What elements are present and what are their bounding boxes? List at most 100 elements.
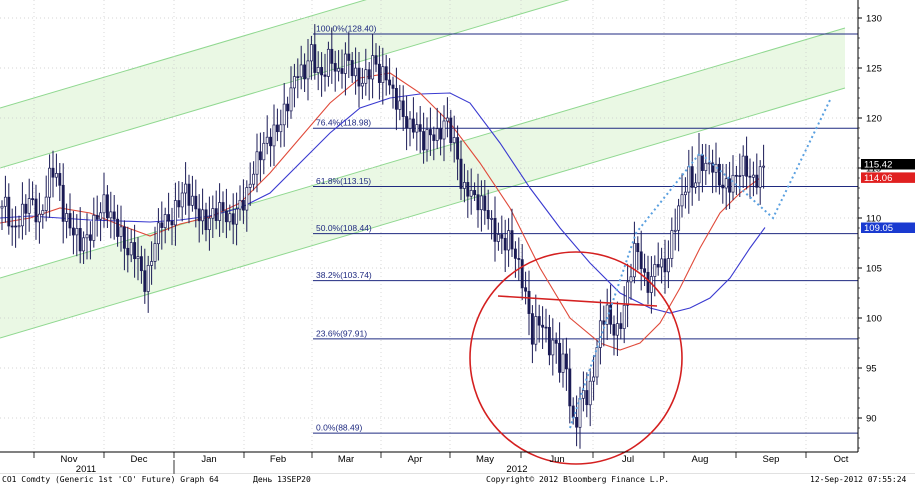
candle-body [262, 142, 266, 161]
candle-body [354, 67, 358, 77]
x-tick-label: Oct [834, 454, 849, 465]
candle-body [224, 210, 228, 223]
candle-body [102, 194, 106, 214]
candle-body [755, 174, 759, 188]
candle-body [503, 237, 507, 251]
fib-label: 23.6%(97.91) [316, 328, 367, 338]
candle-body [71, 227, 75, 236]
candle-body [615, 323, 619, 336]
price-tag-bg [861, 222, 915, 233]
y-tick-label: 100 [866, 314, 882, 325]
candle-body [677, 205, 681, 231]
fib-label: 38.2%(103.74) [316, 270, 372, 280]
candle-body [588, 380, 592, 406]
candle-body [292, 76, 296, 89]
fib-label: 76.4%(118.98) [316, 118, 371, 128]
candle-body [469, 190, 473, 197]
candle-body [415, 124, 419, 133]
candle-body [724, 178, 728, 189]
candle-body [581, 390, 585, 399]
candle-body [194, 195, 198, 210]
y-tick-label: 125 [866, 64, 882, 75]
candle-body [20, 203, 24, 227]
candle-body [14, 225, 18, 228]
candle-body [680, 194, 684, 207]
candle-body [350, 60, 354, 77]
candle-body [119, 226, 123, 237]
candle-body [299, 64, 303, 78]
x-tick-label: Feb [270, 454, 286, 465]
candle-body [418, 124, 422, 132]
candle-body [428, 129, 432, 136]
candle-body [483, 195, 487, 211]
x-tick-label: Jan [201, 454, 216, 465]
candle-body [180, 192, 184, 208]
candle-body [207, 217, 211, 230]
candle-body [34, 198, 38, 223]
candle-body [221, 202, 225, 212]
year-label: 2012 [506, 464, 527, 474]
candle-body [139, 256, 143, 272]
candle-body [306, 60, 310, 80]
candle-body [544, 326, 548, 329]
candle-body [136, 256, 140, 260]
candle-body [371, 55, 375, 80]
candle-body [520, 259, 524, 289]
candle-body [558, 342, 562, 373]
candle-body [445, 117, 449, 122]
candle-body [105, 194, 109, 219]
candle-body [129, 242, 133, 256]
candle-body [411, 118, 415, 133]
candle-body [510, 230, 514, 250]
candle-body [646, 271, 650, 293]
channel-lower-band [0, 28, 845, 338]
candle-body [0, 205, 4, 209]
candle-body [68, 213, 72, 229]
candle-body [24, 203, 28, 214]
candle-body [156, 222, 160, 245]
candle-body [527, 290, 531, 314]
candle-body [360, 82, 364, 87]
candle-body [384, 66, 388, 81]
footer-copyright: Copyright© 2012 Bloomberg Finance L.P. [486, 475, 670, 484]
candle-body [490, 218, 494, 220]
candle-body [513, 248, 517, 259]
candle-body [197, 208, 201, 222]
candle-body [173, 200, 177, 226]
highlight-circle [469, 251, 683, 465]
candle-body [248, 183, 252, 188]
y-tick-label: 130 [866, 14, 882, 25]
candle-body [316, 67, 320, 73]
candle-body [330, 48, 334, 64]
candle-body [612, 324, 616, 336]
candle-body [575, 417, 579, 428]
fib-label: 50.0%(108.44) [316, 223, 372, 233]
candle-body [629, 276, 633, 283]
fib-label: 0.0%(88.49) [316, 423, 362, 433]
candle-body [41, 210, 45, 215]
candle-body [401, 100, 405, 117]
price-tag-label: 114.06 [864, 173, 892, 184]
candle-body [666, 258, 670, 273]
candle-body [534, 316, 538, 345]
candle-body [44, 196, 48, 211]
candle-body [731, 174, 735, 193]
candle-body [48, 167, 52, 198]
candle-body [374, 55, 378, 65]
candle-body [554, 339, 558, 344]
candle-body [252, 173, 256, 185]
chart-footer: CO1 Comdty (Generic 1st 'CO' Future) Gra… [0, 474, 915, 487]
candle-body [313, 44, 317, 73]
candle-body [214, 208, 218, 221]
ma-fast-line [0, 72, 761, 351]
candle-body [639, 251, 643, 270]
fib-label: 61.8%(113.15) [316, 176, 371, 186]
candle-body [160, 222, 164, 228]
x-tick-label: Mar [338, 454, 354, 465]
candle-body [88, 234, 92, 241]
x-tick-label: Dec [131, 454, 148, 465]
candle-body [228, 213, 232, 223]
candle-body [272, 124, 276, 147]
candle-body [3, 196, 7, 207]
